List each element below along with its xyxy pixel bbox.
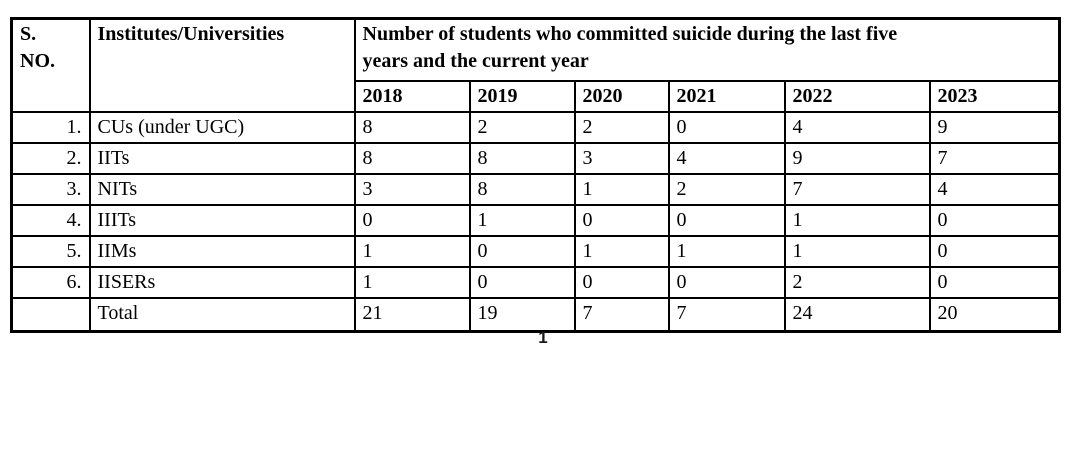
- value-cell: 4: [667, 142, 786, 175]
- spanning-column-header: Number of students who committed suicide…: [353, 17, 1061, 82]
- value-cell: 3: [353, 173, 471, 206]
- value-cell: 1: [573, 235, 670, 268]
- institute-cell: IIITs: [88, 204, 356, 237]
- sno-cell: 3.: [10, 173, 91, 206]
- value-cell: 2: [667, 173, 786, 206]
- value-cell: 1: [667, 235, 786, 268]
- value-cell: 2: [783, 266, 931, 299]
- sno-header-line1: S.: [20, 23, 37, 45]
- value-cell: 2: [468, 111, 576, 144]
- spanning-header-line2: years and the current year: [362, 50, 589, 72]
- value-cell: 1: [353, 266, 471, 299]
- sno-column-header: S. NO.: [10, 17, 91, 113]
- value-cell: 1: [783, 235, 931, 268]
- table-row: 5. IIMs 1 0 1 1 1 0: [10, 235, 1061, 268]
- value-cell: 0: [353, 204, 471, 237]
- value-cell: 1: [573, 173, 670, 206]
- total-value-cell: 7: [573, 297, 670, 333]
- student-suicide-statistics-table: S. NO. Institutes/Universities Number of…: [10, 17, 1062, 333]
- value-cell: 4: [783, 111, 931, 144]
- institute-cell: NITs: [88, 173, 356, 206]
- year-header-2022: 2022: [783, 80, 931, 113]
- year-header-2021: 2021: [667, 80, 786, 113]
- total-row: Total 21 19 7 7 24 20: [10, 297, 1061, 333]
- value-cell: 3: [573, 142, 670, 175]
- value-cell: 4: [928, 173, 1061, 206]
- total-value-cell: 20: [928, 297, 1061, 333]
- sno-cell: 5.: [10, 235, 91, 268]
- value-cell: 7: [783, 173, 931, 206]
- sno-cell: 1.: [10, 111, 91, 144]
- value-cell: 8: [468, 142, 576, 175]
- year-header-2018: 2018: [353, 80, 471, 113]
- value-cell: 0: [667, 266, 786, 299]
- institute-cell: IISERs: [88, 266, 356, 299]
- total-value-cell: 19: [468, 297, 576, 333]
- value-cell: 1: [353, 235, 471, 268]
- table-row: 4. IIITs 0 1 0 0 1 0: [10, 204, 1061, 237]
- value-cell: 9: [783, 142, 931, 175]
- sno-cell: 6.: [10, 266, 91, 299]
- year-header-row: 2018 2019 2020 2021 2022 2023: [12, 80, 1061, 113]
- table-row: 1. CUs (under UGC) 8 2 2 0 4 9: [10, 111, 1061, 144]
- value-cell: 7: [928, 142, 1061, 175]
- value-cell: 1: [783, 204, 931, 237]
- sno-cell: 2.: [10, 142, 91, 175]
- value-cell: 0: [573, 204, 670, 237]
- total-value-cell: 21: [353, 297, 471, 333]
- value-cell: 0: [928, 266, 1061, 299]
- value-cell: 9: [928, 111, 1061, 144]
- sno-header-line2: NO.: [20, 50, 55, 72]
- value-cell: 0: [573, 266, 670, 299]
- value-cell: 0: [667, 111, 786, 144]
- page-number: 1: [538, 328, 548, 347]
- institute-cell: IITs: [88, 142, 356, 175]
- total-label-cell: Total: [88, 297, 356, 333]
- table-header-row: S. NO. Institutes/Universities Number of…: [10, 17, 1061, 113]
- value-cell: 8: [353, 142, 471, 175]
- value-cell: 0: [468, 235, 576, 268]
- total-value-cell: 24: [783, 297, 931, 333]
- year-header-2019: 2019: [468, 80, 576, 113]
- value-cell: 0: [468, 266, 576, 299]
- table-row: 2. IITs 8 8 3 4 9 7: [10, 142, 1061, 175]
- value-cell: 8: [353, 111, 471, 144]
- institutes-column-header: Institutes/Universities: [88, 17, 356, 113]
- value-cell: 0: [928, 235, 1061, 268]
- table-row: 6. IISERs 1 0 0 0 2 0: [10, 266, 1061, 299]
- year-header-2020: 2020: [573, 80, 670, 113]
- value-cell: 0: [928, 204, 1061, 237]
- sno-cell: 4.: [10, 204, 91, 237]
- value-cell: 8: [468, 173, 576, 206]
- value-cell: 1: [468, 204, 576, 237]
- value-cell: 2: [573, 111, 670, 144]
- table-row: 3. NITs 3 8 1 2 7 4: [10, 173, 1061, 206]
- total-value-cell: 7: [667, 297, 786, 333]
- value-cell: 0: [667, 204, 786, 237]
- sno-cell-empty: [10, 297, 91, 333]
- year-header-2023: 2023: [928, 80, 1061, 113]
- spanning-header-line1: Number of students who committed suicide…: [362, 23, 898, 45]
- institute-cell: CUs (under UGC): [88, 111, 356, 144]
- institute-cell: IIMs: [88, 235, 356, 268]
